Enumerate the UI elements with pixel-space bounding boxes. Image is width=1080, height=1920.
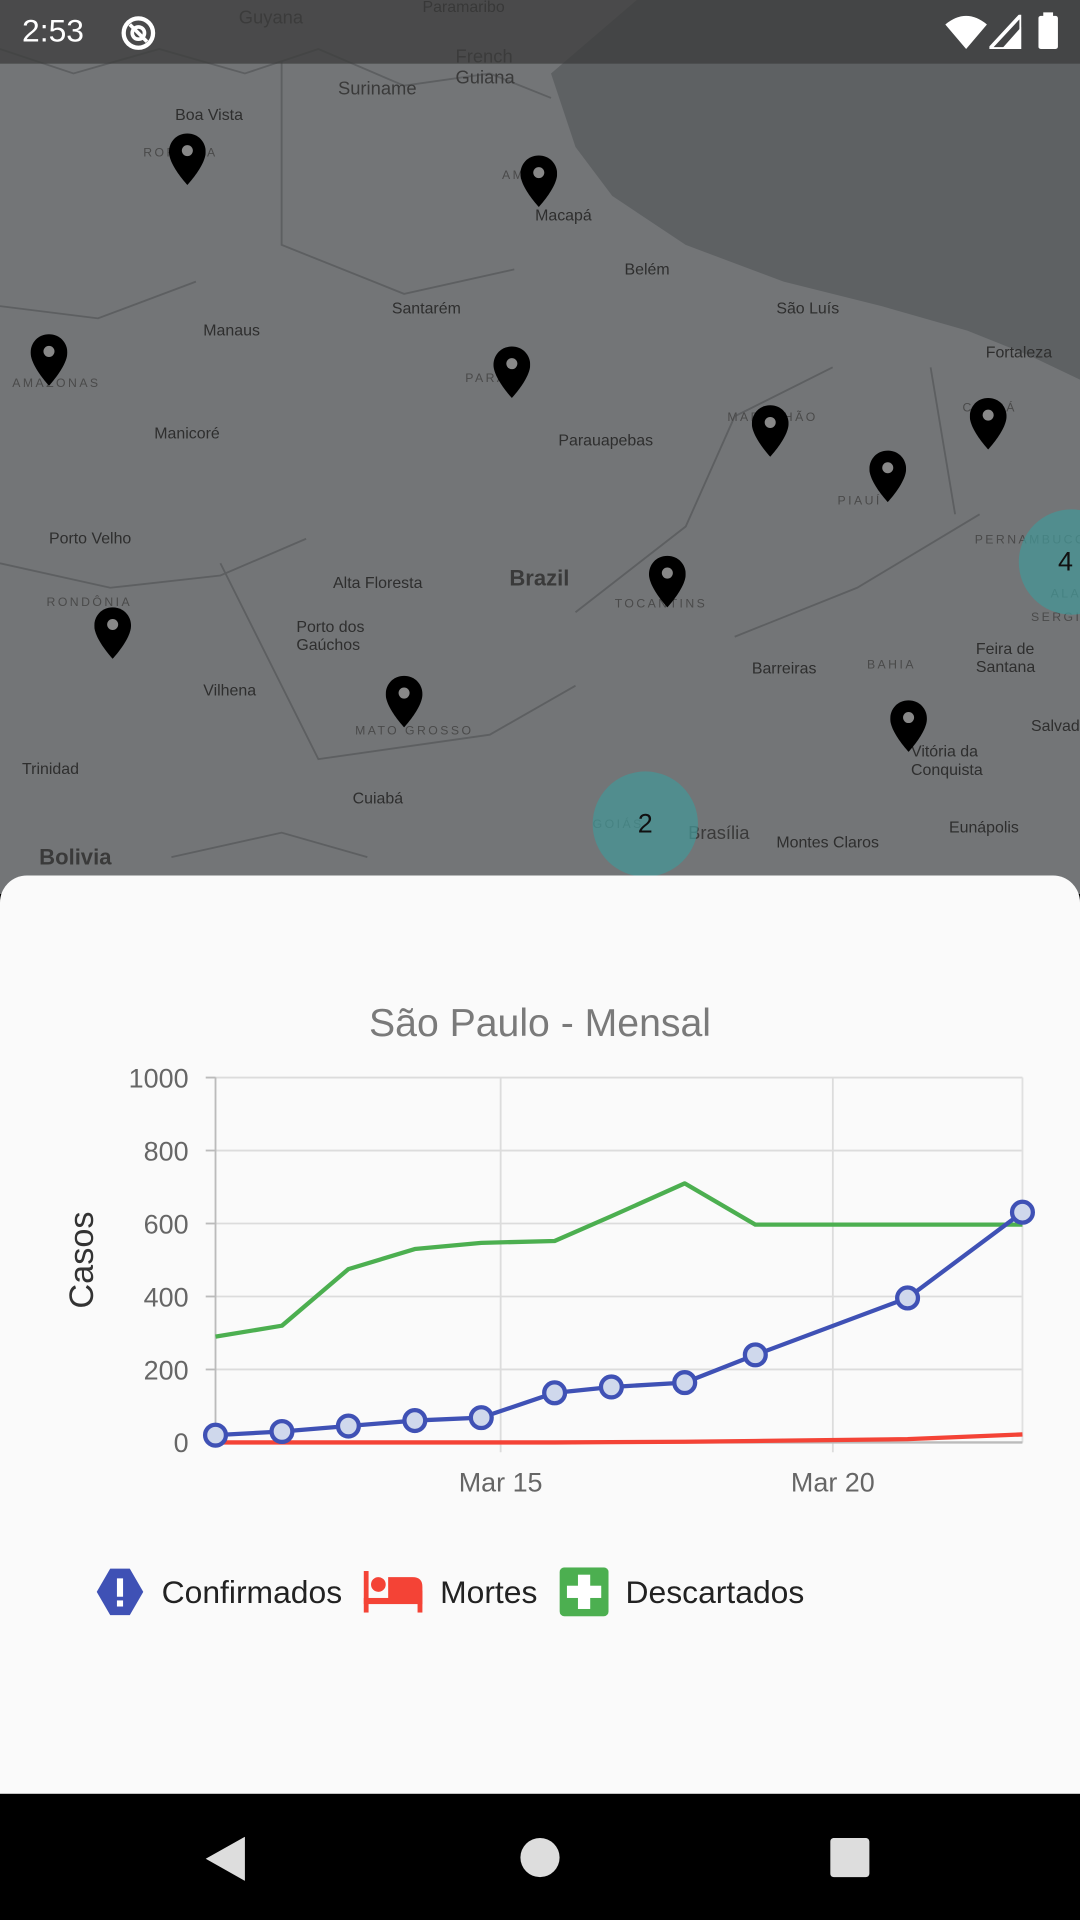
- map-label: AMAZONAS: [12, 377, 101, 391]
- series-line-confirmados: [215, 1210, 1024, 1438]
- signal-icon: [989, 14, 1022, 49]
- map-marker-icon[interactable]: [385, 675, 423, 729]
- chart-bottom-sheet: São Paulo - Mensal 0 200 400 600 800 1000 Mar …: [0, 875, 1080, 1794]
- data-point: [202, 1422, 229, 1448]
- map-label: Manicoré: [154, 423, 220, 443]
- map-label: MATO GROSSO: [355, 724, 474, 739]
- map-marker-icon[interactable]: [94, 606, 132, 660]
- map-marker-icon[interactable]: [869, 449, 907, 503]
- chart-legend: Confirmados Mortes Descartados: [96, 1567, 827, 1617]
- map-label: Eunápolis: [948, 817, 1019, 837]
- map-cluster[interactable]: 2: [592, 771, 698, 877]
- map-marker-icon[interactable]: [969, 397, 1007, 451]
- data-point: [542, 1380, 568, 1406]
- map-label: Bolivia: [39, 844, 112, 870]
- recents-button[interactable]: [830, 1837, 872, 1880]
- map-marker-icon[interactable]: [493, 345, 531, 399]
- map-label: Porto dos Gaúchos: [296, 617, 365, 654]
- status-bar: 2:53: [0, 0, 1080, 64]
- legend-item-descartados[interactable]: Descartados: [559, 1567, 805, 1617]
- series-line-mortes: [215, 1432, 1023, 1445]
- home-button[interactable]: [519, 1837, 561, 1879]
- data-point: [598, 1374, 624, 1400]
- map-marker-icon[interactable]: [890, 699, 927, 753]
- y-axis-label: Casos: [63, 1211, 101, 1308]
- medical-cross-icon: [559, 1567, 609, 1617]
- x-tick-label: Mar 15: [459, 1467, 543, 1497]
- status-time: 2:53: [22, 12, 85, 49]
- map-label: Belém: [624, 259, 670, 278]
- map-label: Fortaleza: [985, 342, 1053, 362]
- map-label: RONDÔNIA: [46, 596, 133, 610]
- map-label: Alta Floresta: [333, 573, 423, 592]
- map-label: Brasília: [688, 822, 750, 844]
- map-marker-icon[interactable]: [168, 132, 206, 186]
- map-label: Cuiabá: [352, 788, 404, 807]
- map-label: Suriname: [337, 78, 417, 100]
- map-marker-icon[interactable]: [520, 154, 558, 208]
- back-button[interactable]: [203, 1836, 247, 1881]
- y-tick-label: 400: [144, 1282, 189, 1312]
- map-label: Parauapebas: [558, 431, 654, 450]
- map-label: PIAUÍ: [837, 494, 882, 509]
- map-label: Montes Claros: [776, 832, 879, 852]
- data-point: [402, 1408, 428, 1434]
- cluster-count: 4: [1057, 546, 1073, 577]
- data-point: [672, 1370, 698, 1396]
- map-label: BAHIA: [866, 658, 916, 673]
- y-tick-label: 600: [144, 1209, 189, 1239]
- data-point: [1009, 1199, 1036, 1225]
- map-label: Salvador: [1031, 716, 1080, 735]
- map-label: Vitória da Conquista: [911, 742, 983, 779]
- map-label: São Luís: [776, 298, 840, 318]
- map-label: Santarém: [391, 298, 461, 318]
- legend-label: Confirmados: [161, 1572, 343, 1610]
- x-tick-label: Mar 20: [791, 1467, 875, 1497]
- chart-title: São Paulo - Mensal: [369, 1000, 711, 1045]
- legend-item-mortes[interactable]: Mortes: [364, 1571, 537, 1613]
- cluster-count: 2: [637, 808, 653, 839]
- navigation-bar: [0, 1793, 1080, 1920]
- wifi-icon: [945, 15, 987, 49]
- data-point: [335, 1413, 361, 1439]
- series-line-descartados: [215, 1181, 1023, 1339]
- y-tick-label: 800: [144, 1136, 189, 1166]
- data-point: [742, 1342, 768, 1368]
- map-label: Feira de Santana: [975, 639, 1036, 676]
- map-label: PARÁ: [465, 372, 508, 386]
- data-point: [895, 1285, 921, 1311]
- map-marker-icon[interactable]: [30, 333, 68, 387]
- map-label: TOCANTINS: [614, 597, 708, 612]
- map-label: Brazil: [509, 565, 570, 591]
- legend-label: Mortes: [440, 1572, 538, 1610]
- map-label: Manaus: [203, 320, 260, 340]
- y-tick-label: 0: [174, 1428, 189, 1458]
- y-tick-label: 1000: [129, 1063, 189, 1093]
- bed-icon: [364, 1571, 423, 1613]
- data-point: [269, 1418, 295, 1445]
- map-label: Barreiras: [751, 658, 817, 678]
- map-marker-icon[interactable]: [648, 555, 686, 609]
- map-marker-icon[interactable]: [751, 404, 789, 458]
- line-chart: 0 200 400 600 800 1000 Mar 15 Mar 20 Casos: [63, 1063, 1036, 1497]
- map-label: Porto Velho: [48, 528, 132, 548]
- map-label: Macapá: [535, 205, 592, 225]
- at-sign-icon: [121, 16, 156, 50]
- battery-icon: [1038, 12, 1058, 49]
- map-view[interactable]: GuyanaParamariboSurinameFrench GuianaBoa…: [0, 0, 1080, 894]
- alert-octagon-icon: [96, 1568, 144, 1616]
- map-label: Boa Vista: [175, 105, 243, 124]
- map-label: Trinidad: [22, 759, 79, 778]
- legend-item-confirmados[interactable]: Confirmados: [96, 1567, 343, 1616]
- y-tick-label: 200: [144, 1355, 189, 1385]
- legend-label: Descartados: [625, 1572, 805, 1610]
- map-label: Vilhena: [203, 680, 257, 700]
- data-point: [468, 1405, 494, 1431]
